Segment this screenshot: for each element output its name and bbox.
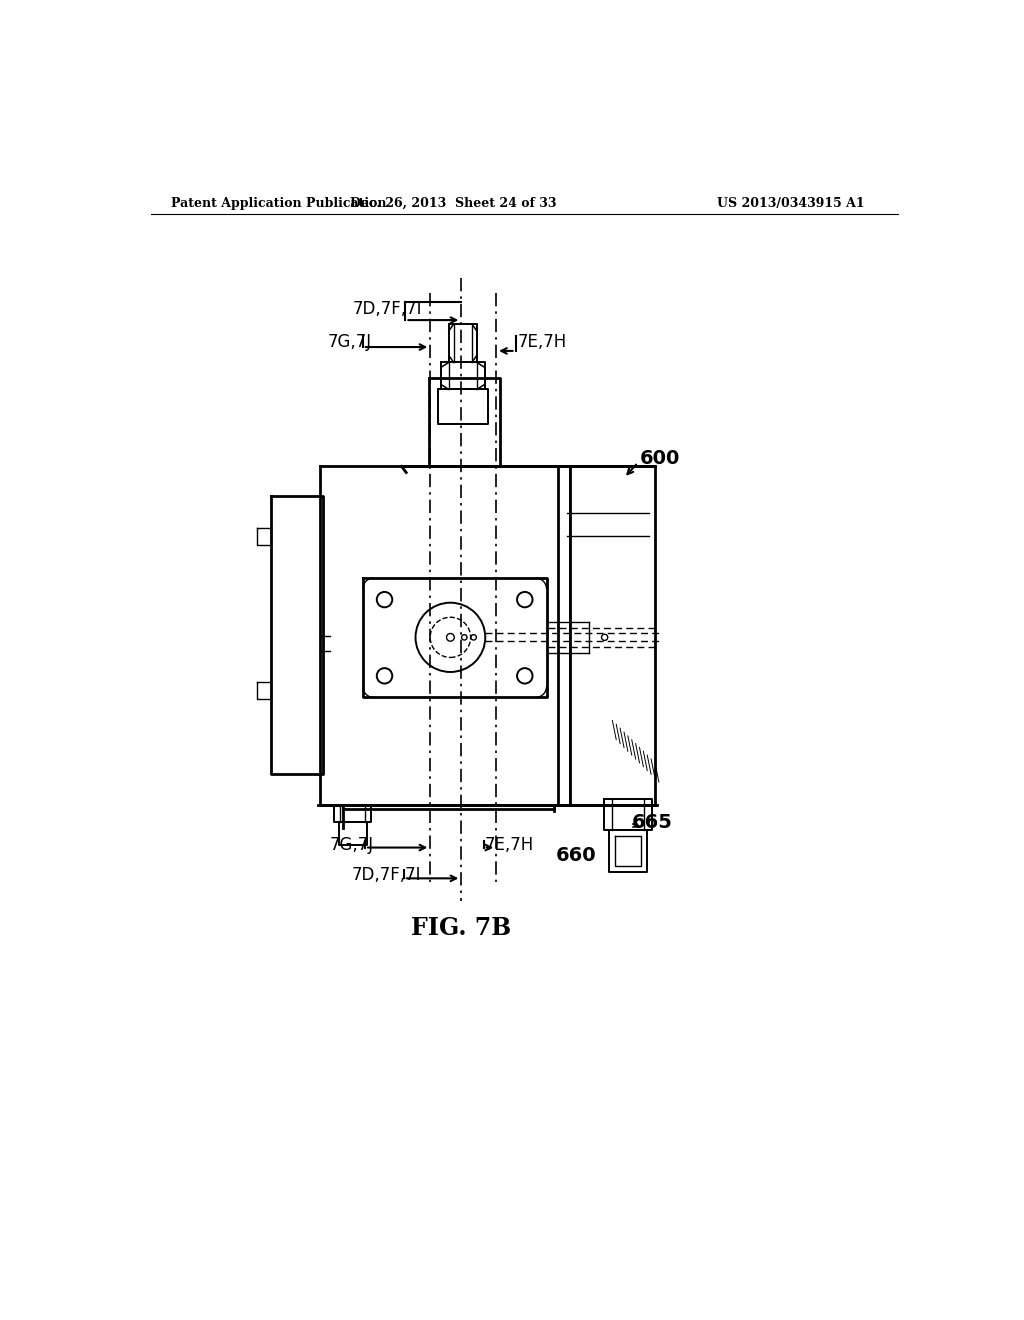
Text: Dec. 26, 2013  Sheet 24 of 33: Dec. 26, 2013 Sheet 24 of 33: [350, 197, 557, 210]
Text: 7G,7J: 7G,7J: [328, 333, 372, 351]
Text: 660: 660: [556, 846, 596, 865]
Text: 7D,7F,7I: 7D,7F,7I: [351, 866, 421, 883]
Text: Patent Application Publication: Patent Application Publication: [171, 197, 386, 210]
Text: FIG. 7B: FIG. 7B: [412, 916, 511, 940]
Text: US 2013/0343915 A1: US 2013/0343915 A1: [717, 197, 864, 210]
Text: 7D,7F,7I: 7D,7F,7I: [352, 300, 422, 318]
Text: 7E,7H: 7E,7H: [518, 333, 567, 351]
Text: 600: 600: [640, 449, 680, 469]
Text: 665: 665: [632, 813, 673, 832]
Text: 7E,7H: 7E,7H: [484, 837, 534, 854]
Text: 7G,7J: 7G,7J: [330, 837, 374, 854]
